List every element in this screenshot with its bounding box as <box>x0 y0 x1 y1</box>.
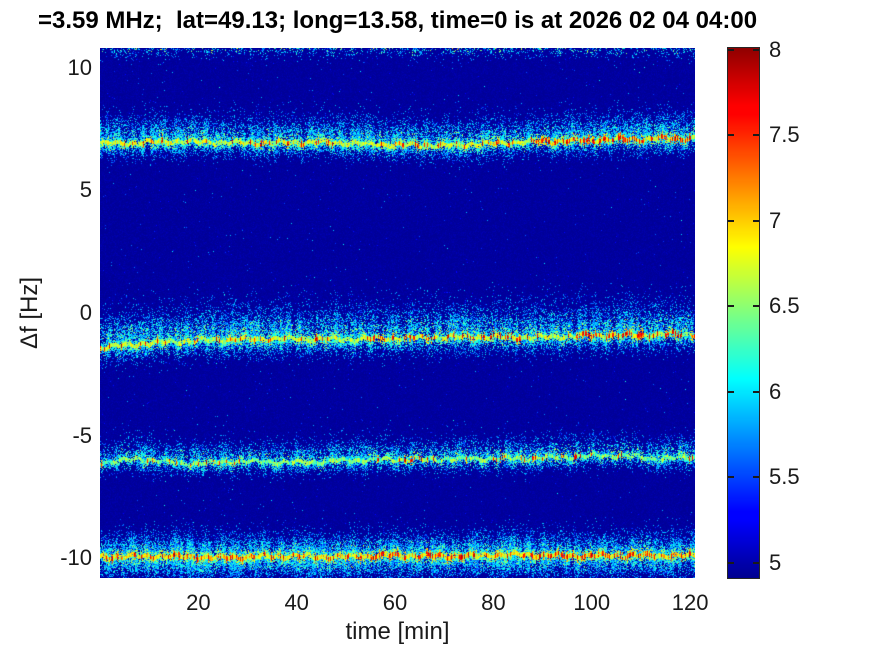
colorbar-tick-mark <box>753 48 759 51</box>
colorbar-tick-mark <box>753 476 759 479</box>
spectrogram-image <box>100 48 695 578</box>
colorbar-tick-mark <box>728 134 734 137</box>
y-tick-label: -5 <box>72 422 92 448</box>
plot-title: =3.59 MHz; lat=49.13; long=13.58, time=0… <box>38 7 757 35</box>
y-tick-label: 5 <box>79 177 92 203</box>
colorbar <box>727 47 760 579</box>
y-tick-label: 10 <box>67 54 92 80</box>
colorbar-tick-label: 6.5 <box>769 293 800 319</box>
x-tick-label: 100 <box>573 590 611 615</box>
x-axis-label: time [min] <box>345 618 450 645</box>
colorbar-tick-label: 7 <box>769 207 782 233</box>
colorbar-gradient <box>728 48 759 578</box>
colorbar-tick-mark <box>728 476 734 479</box>
colorbar-tick-mark <box>753 134 759 137</box>
colorbar-tick-mark <box>728 48 734 51</box>
x-tick-label: 40 <box>284 590 309 615</box>
colorbar-tick-mark <box>728 305 734 308</box>
x-tick-label: 20 <box>186 590 211 615</box>
colorbar-tick-label: 5.5 <box>769 464 800 490</box>
colorbar-tick-mark <box>728 390 734 393</box>
colorbar-tick-mark <box>728 219 734 222</box>
colorbar-tick-mark <box>753 305 759 308</box>
x-tick-label: 120 <box>671 590 709 615</box>
colorbar-tick-label: 6 <box>769 378 782 404</box>
colorbar-tick-label: 5 <box>769 549 782 575</box>
colorbar-tick-mark <box>728 561 734 564</box>
colorbar-tick-label: 7.5 <box>769 122 800 148</box>
y-tick-label: 0 <box>79 300 92 325</box>
colorbar-tick-mark <box>753 390 759 393</box>
colorbar-tick-mark <box>753 219 759 222</box>
y-tick-label: -10 <box>60 545 92 571</box>
plot-title-text: =3.59 MHz; lat=49.13; long=13.58, time=0… <box>37 7 758 34</box>
x-tick-label: 80 <box>481 590 506 615</box>
x-tick-label: 60 <box>382 590 408 615</box>
colorbar-tick-mark <box>753 561 759 564</box>
colorbar-tick-label: 8 <box>769 36 782 62</box>
y-axis-label: Δf [Hz] <box>16 276 43 350</box>
